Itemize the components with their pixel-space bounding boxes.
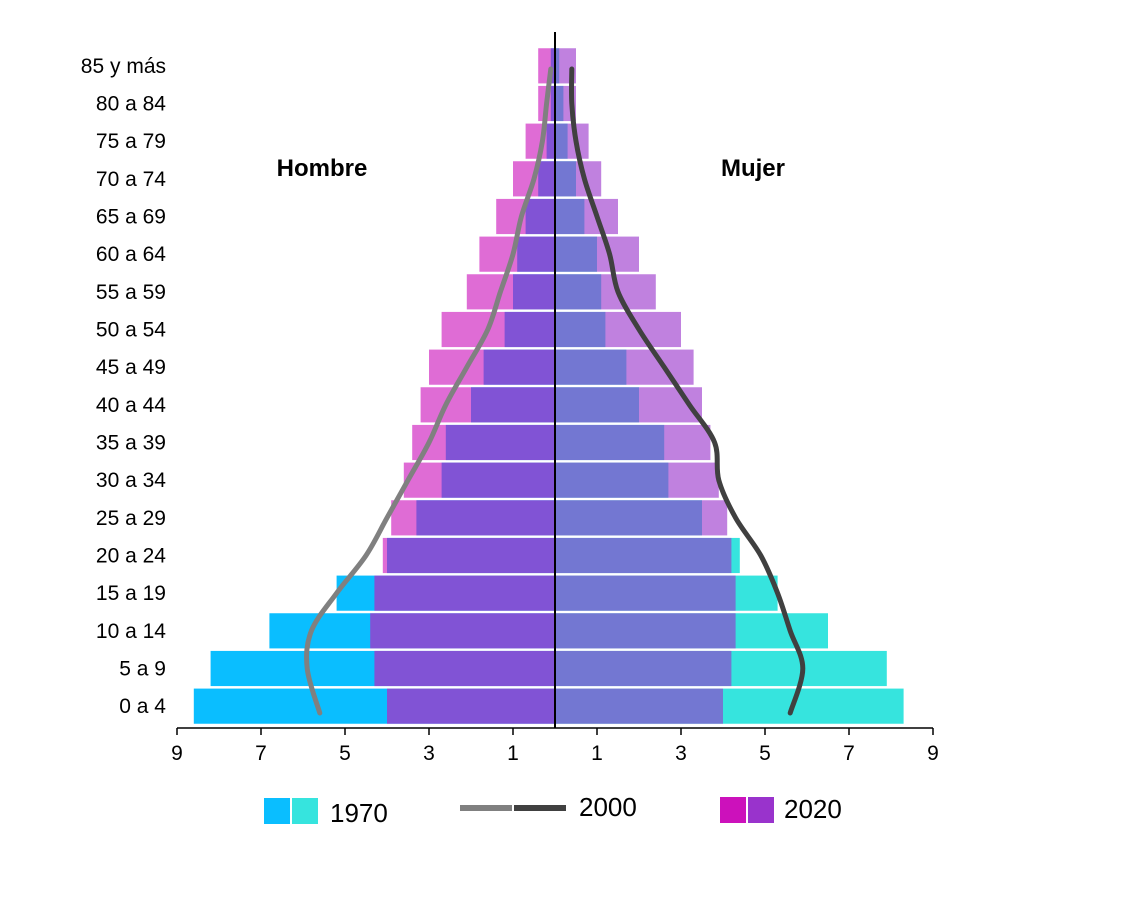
bar-2020-female-60-a-64 (555, 236, 639, 272)
bar-2020-female-35-a-39 (555, 424, 711, 461)
line-2000-female (568, 66, 806, 716)
bar-2020-male-10-a-14 (370, 613, 555, 649)
bar-2020-male-15-a-19 (374, 575, 555, 611)
age-label-80-a-84: 80 a 84 (96, 93, 166, 116)
age-label-50-a-54: 50 a 54 (96, 319, 166, 342)
x-tick-label: 3 (423, 742, 435, 765)
bar-2020-female-55-a-59 (555, 274, 656, 310)
legend-label-1970: 1970 (330, 798, 388, 828)
age-label-70-a-74: 70 a 74 (96, 168, 166, 191)
age-label-15-a-19: 15 a 19 (96, 582, 166, 605)
x-tick-label: 9 (927, 742, 939, 765)
x-tick-label: 7 (255, 742, 267, 765)
bar-2020-male-45-a-49 (429, 349, 555, 385)
x-tick-label: 5 (339, 742, 351, 765)
age-group-labels: 0 a 4 5 a 9 10 a 14 15 a 19 20 a 24 25 a 29 30… (81, 55, 167, 718)
x-tick-label: 1 (507, 742, 519, 765)
age-label-40-a-44: 40 a 44 (96, 394, 166, 417)
bar-2020-female-50-a-54 (555, 311, 681, 348)
bar-2020-female-65-a-69 (555, 198, 618, 235)
x-tick-label: 1 (591, 742, 603, 765)
series-2020-bars (370, 48, 736, 724)
series-2000-lines (304, 66, 806, 716)
age-label-5-a-9: 5 a 9 (119, 658, 166, 681)
legend-item-2000: 2000 (460, 792, 637, 822)
bar-2020-female-40-a-44 (555, 387, 702, 423)
bar-2020-female-5-a-9 (555, 650, 732, 687)
age-label-10-a-14: 10 a 14 (96, 620, 166, 643)
age-label-75-a-79: 75 a 79 (96, 130, 166, 153)
x-tick-label: 7 (843, 742, 855, 765)
age-label-55-a-59: 55 a 59 (96, 281, 166, 304)
bar-2020-female-20-a-24 (555, 537, 732, 574)
bar-2020-female-10-a-14 (555, 613, 736, 649)
x-tick-label: 5 (759, 742, 771, 765)
x-axis-ticks: 9 7 5 3 1 1 3 5 7 9 (171, 728, 939, 765)
bar-2020-male-25-a-29 (391, 500, 555, 536)
bar-2020-female-0-a-4 (555, 688, 723, 724)
bar-2020-male-85-y-m-s (538, 48, 555, 84)
legend-label-2000: 2000 (579, 792, 637, 822)
legend-label-2020: 2020 (784, 794, 842, 824)
bar-2020-male-30-a-34 (403, 462, 555, 498)
legend-item-2020: 2020 (720, 794, 842, 824)
age-label-60-a-64: 60 a 64 (96, 243, 166, 266)
age-label-45-a-49: 45 a 49 (96, 356, 166, 379)
male-side-label: Hombre (277, 155, 368, 182)
age-label-85-y-m-s: 85 y más (81, 55, 166, 78)
bar-2020-female-30-a-34 (555, 462, 719, 498)
age-label-25-a-29: 25 a 29 (96, 507, 166, 530)
legend-swatch-1970-female (292, 798, 318, 824)
bar-2020-male-5-a-9 (374, 650, 555, 687)
bar-2020-female-15-a-19 (555, 575, 736, 611)
legend-swatch-2020-male (720, 797, 746, 823)
legend-swatch-1970-male (264, 798, 290, 824)
legend-item-1970: 1970 (264, 798, 388, 828)
legend: 1970 2000 2020 (264, 792, 842, 828)
age-label-20-a-24: 20 a 24 (96, 545, 166, 568)
age-label-35-a-39: 35 a 39 (96, 432, 166, 455)
x-tick-label: 9 (171, 742, 183, 765)
bar-2020-male-55-a-59 (466, 274, 555, 310)
legend-swatch-2020-female (748, 797, 774, 823)
age-label-0-a-4: 0 a 4 (119, 695, 166, 718)
female-side-label: Mujer (721, 155, 785, 182)
bar-2020-male-20-a-24 (382, 537, 555, 574)
bar-2020-male-0-a-4 (387, 688, 555, 724)
age-label-65-a-69: 65 a 69 (96, 206, 166, 229)
bar-2020-female-25-a-29 (555, 500, 728, 536)
age-label-30-a-34: 30 a 34 (96, 469, 166, 492)
line-2000-male (304, 66, 554, 716)
bar-2020-female-70-a-74 (555, 161, 602, 197)
bar-2020-male-50-a-54 (441, 311, 555, 348)
x-tick-label: 3 (675, 742, 687, 765)
